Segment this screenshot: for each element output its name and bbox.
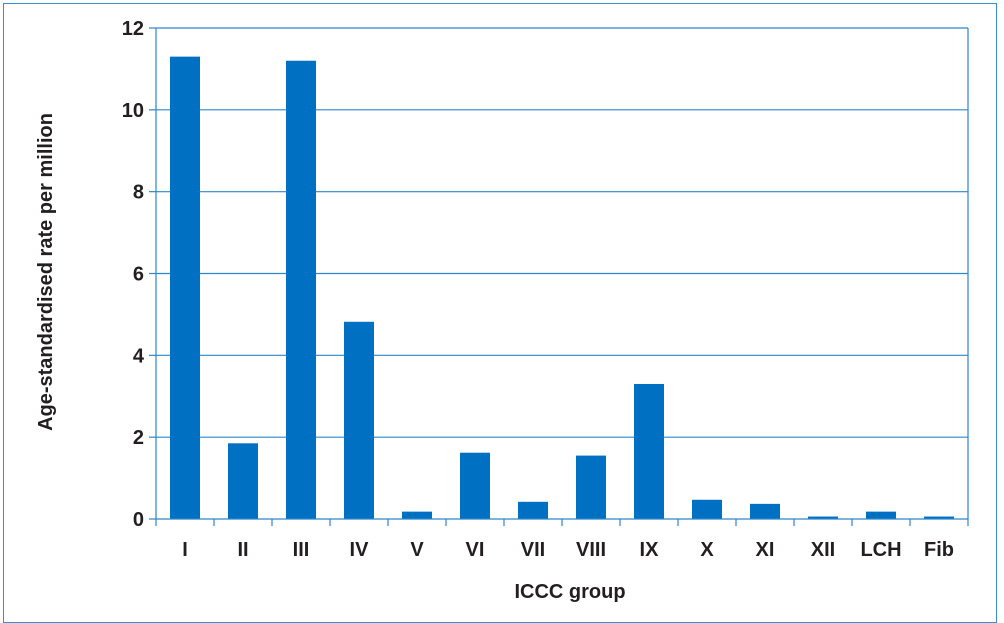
x-tick-label: IV bbox=[350, 539, 370, 561]
x-tick-label: IX bbox=[640, 539, 660, 561]
x-axis-title: ICCC group bbox=[514, 581, 625, 603]
bars bbox=[170, 56, 954, 520]
bar-vi bbox=[460, 452, 490, 519]
bar-fib bbox=[924, 516, 954, 519]
bar-ix bbox=[634, 383, 664, 519]
y-tick-label: 12 bbox=[122, 18, 144, 40]
bar-x bbox=[692, 499, 722, 519]
x-tick-label: LCH bbox=[860, 539, 901, 561]
bar-iv bbox=[344, 321, 374, 519]
gridlines bbox=[156, 27, 968, 438]
x-tick-label: Fib bbox=[924, 539, 954, 561]
y-axis-title: Age-standardised rate per million bbox=[35, 113, 57, 431]
x-tick-label: VI bbox=[466, 539, 485, 561]
x-tick-label: XI bbox=[756, 539, 775, 561]
x-tick-label: II bbox=[237, 539, 248, 561]
x-tick-label: VII bbox=[521, 539, 545, 561]
x-tick-label: III bbox=[293, 539, 310, 561]
x-tick-label: VIII bbox=[576, 539, 606, 561]
bar-viii bbox=[576, 455, 606, 519]
x-tick-label: I bbox=[182, 539, 188, 561]
bar-vii bbox=[518, 501, 548, 519]
x-tick-label: XII bbox=[811, 539, 835, 561]
bar-v bbox=[402, 511, 432, 519]
bar-ii bbox=[228, 443, 258, 519]
y-tick-label: 2 bbox=[133, 427, 144, 449]
bar-lch bbox=[866, 511, 896, 519]
x-tick-label: X bbox=[700, 539, 714, 561]
y-tick-label: 8 bbox=[133, 182, 144, 204]
bar-xi bbox=[750, 503, 780, 519]
x-tick-label: V bbox=[410, 539, 424, 561]
bar-iii bbox=[286, 60, 316, 519]
axes bbox=[149, 27, 969, 526]
y-tick-label: 0 bbox=[133, 509, 144, 531]
bar-i bbox=[170, 56, 200, 520]
y-tick-label: 10 bbox=[122, 100, 144, 122]
bar-xii bbox=[808, 516, 838, 519]
y-tick-label: 6 bbox=[133, 264, 144, 286]
y-tick-label: 4 bbox=[133, 345, 145, 367]
